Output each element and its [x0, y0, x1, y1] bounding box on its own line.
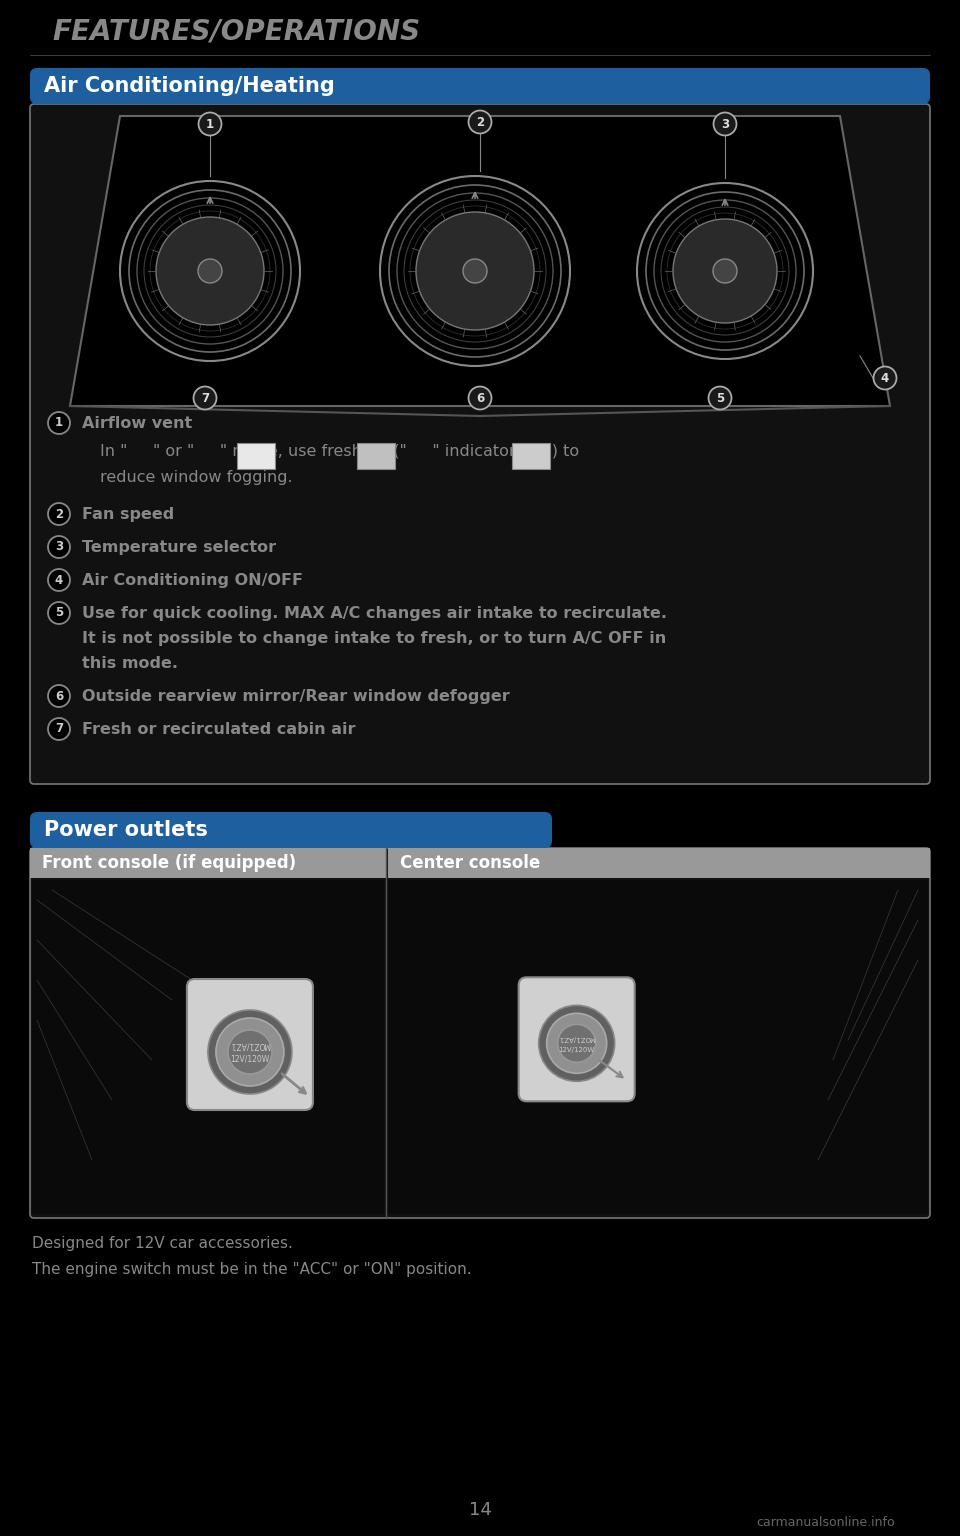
Text: 2: 2 — [55, 507, 63, 521]
Circle shape — [713, 112, 736, 135]
Text: this mode.: this mode. — [82, 656, 178, 671]
Text: Power outlets: Power outlets — [44, 820, 208, 840]
Circle shape — [48, 717, 70, 740]
Text: The engine switch must be in the "ACC" or "ON" position.: The engine switch must be in the "ACC" o… — [32, 1263, 471, 1276]
Text: Center console: Center console — [399, 854, 540, 872]
Circle shape — [199, 112, 222, 135]
Circle shape — [216, 1018, 284, 1086]
Bar — [30, 848, 386, 879]
Text: Temperature selector: Temperature selector — [82, 541, 276, 554]
Text: 3: 3 — [55, 541, 63, 553]
Circle shape — [48, 685, 70, 707]
Circle shape — [539, 1006, 614, 1081]
Text: reduce window fogging.: reduce window fogging. — [100, 470, 293, 485]
Text: Air Conditioning/Heating: Air Conditioning/Heating — [44, 75, 335, 95]
Text: 2: 2 — [476, 115, 484, 129]
Text: It is not possible to change intake to fresh, or to turn A/C OFF in: It is not possible to change intake to f… — [82, 631, 666, 647]
Circle shape — [673, 220, 777, 323]
Text: MOZ1/AZ1: MOZ1/AZ1 — [558, 1035, 595, 1041]
Text: 4: 4 — [55, 573, 63, 587]
Circle shape — [228, 1031, 272, 1074]
Text: Fan speed: Fan speed — [82, 507, 175, 522]
Circle shape — [48, 536, 70, 558]
Circle shape — [874, 367, 897, 390]
Circle shape — [48, 412, 70, 435]
Text: 6: 6 — [55, 690, 63, 702]
Circle shape — [194, 387, 217, 410]
Circle shape — [546, 1014, 607, 1074]
Text: 4: 4 — [881, 372, 889, 384]
Text: 7: 7 — [55, 722, 63, 736]
FancyBboxPatch shape — [187, 978, 313, 1111]
Circle shape — [198, 260, 222, 283]
Circle shape — [208, 1011, 292, 1094]
Text: Designed for 12V car accessories.: Designed for 12V car accessories. — [32, 1236, 293, 1250]
Text: 3: 3 — [721, 117, 729, 131]
FancyBboxPatch shape — [518, 977, 635, 1101]
Text: 1: 1 — [206, 117, 214, 131]
Text: 1: 1 — [55, 416, 63, 430]
Circle shape — [48, 568, 70, 591]
Text: 7: 7 — [201, 392, 209, 404]
Text: Front console (if equipped): Front console (if equipped) — [42, 854, 296, 872]
Text: Air Conditioning ON/OFF: Air Conditioning ON/OFF — [82, 573, 303, 588]
FancyBboxPatch shape — [30, 848, 930, 1218]
FancyBboxPatch shape — [30, 104, 930, 783]
Polygon shape — [70, 117, 890, 406]
FancyBboxPatch shape — [30, 813, 552, 848]
Text: Use for quick cooling. MAX A/C changes air intake to recirculate.: Use for quick cooling. MAX A/C changes a… — [82, 607, 667, 621]
Circle shape — [468, 387, 492, 410]
Circle shape — [416, 212, 534, 330]
Bar — [357, 442, 395, 468]
Text: 5: 5 — [716, 392, 724, 404]
Bar — [32, 880, 383, 1213]
Bar — [237, 442, 275, 468]
Text: FEATURES/OPERATIONS: FEATURES/OPERATIONS — [52, 18, 420, 46]
Circle shape — [463, 260, 487, 283]
Circle shape — [48, 602, 70, 624]
Text: 12V/120W: 12V/120W — [559, 1048, 595, 1054]
Text: MOZ1/AZ1: MOZ1/AZ1 — [229, 1040, 270, 1049]
Text: Outside rearview mirror/Rear window defogger: Outside rearview mirror/Rear window defo… — [82, 690, 510, 703]
Text: In "     " or "     " mode, use fresh air ("     " indicator OFF) to: In " " or " " mode, use fresh air (" " i… — [100, 442, 579, 458]
Text: 14: 14 — [468, 1501, 492, 1519]
Circle shape — [468, 111, 492, 134]
Circle shape — [708, 387, 732, 410]
Text: carmanualsonline.info: carmanualsonline.info — [756, 1516, 895, 1528]
Bar — [388, 848, 930, 879]
Circle shape — [48, 502, 70, 525]
Text: 5: 5 — [55, 607, 63, 619]
Text: 12V/120W: 12V/120W — [230, 1055, 270, 1063]
FancyBboxPatch shape — [30, 68, 930, 104]
Text: Airflow vent: Airflow vent — [82, 416, 192, 432]
Bar — [388, 880, 928, 1213]
Bar — [512, 442, 550, 468]
Text: Fresh or recirculated cabin air: Fresh or recirculated cabin air — [82, 722, 355, 737]
Circle shape — [558, 1025, 595, 1063]
Circle shape — [713, 260, 737, 283]
Text: 6: 6 — [476, 392, 484, 404]
Circle shape — [156, 217, 264, 326]
